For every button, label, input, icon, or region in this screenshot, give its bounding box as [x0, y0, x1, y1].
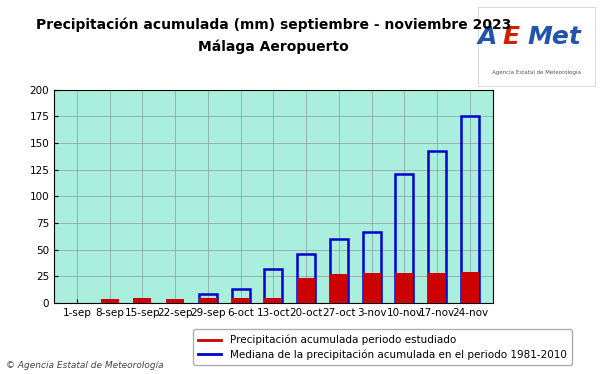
Text: Met: Met	[527, 25, 581, 49]
Bar	[297, 278, 315, 303]
Bar	[362, 273, 380, 303]
Bar	[461, 116, 479, 303]
Bar	[199, 294, 217, 303]
Bar	[362, 232, 380, 303]
Legend: Precipitación acumulada periodo estudiado, Mediana de la precipitación acumulada: Precipitación acumulada periodo estudiad…	[193, 329, 572, 365]
Bar	[395, 273, 413, 303]
Bar	[461, 272, 479, 303]
Text: E: E	[502, 25, 519, 49]
Bar	[264, 298, 282, 303]
Bar	[199, 298, 217, 303]
Bar	[133, 298, 151, 303]
Bar	[330, 274, 348, 303]
Text: © Agencia Estatal de Meteorología: © Agencia Estatal de Meteorología	[6, 361, 163, 370]
Bar	[428, 150, 446, 303]
Bar	[428, 273, 446, 303]
Bar	[232, 289, 250, 303]
Bar	[395, 174, 413, 303]
Text: Málaga Aeropuerto: Málaga Aeropuerto	[198, 40, 349, 54]
Text: Agencia Estatal de Meteorología: Agencia Estatal de Meteorología	[492, 69, 581, 75]
Text: A: A	[477, 25, 497, 49]
Bar	[297, 254, 315, 303]
Bar	[330, 239, 348, 303]
Bar	[101, 299, 119, 303]
Bar	[166, 299, 185, 303]
Bar	[264, 269, 282, 303]
Text: Precipitación acumulada (mm) septiembre - noviembre 2023: Precipitación acumulada (mm) septiembre …	[36, 17, 511, 31]
Bar	[232, 298, 250, 303]
